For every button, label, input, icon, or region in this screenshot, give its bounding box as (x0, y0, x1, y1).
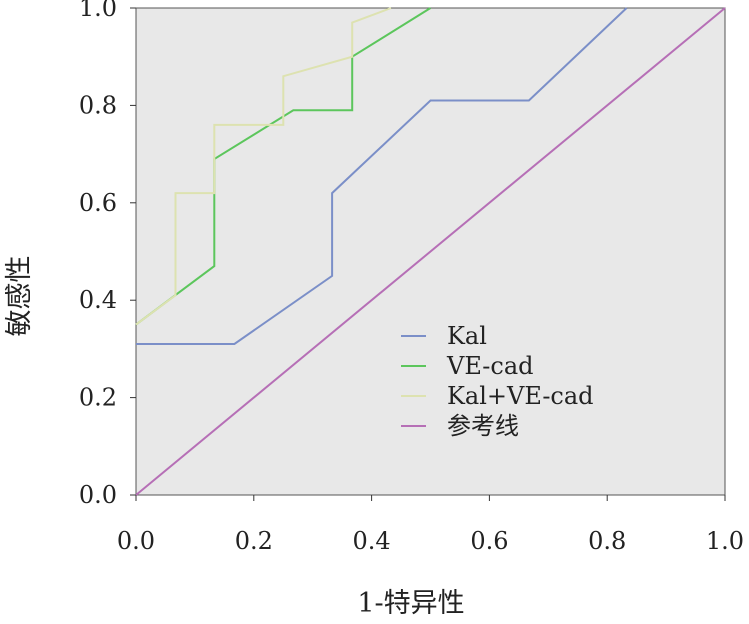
y-tick-label: 0.0 (79, 481, 117, 509)
series-line-0 (136, 7, 628, 345)
x-tick-label: 1.0 (706, 527, 744, 555)
series-layer (135, 7, 726, 496)
x-tick-label: 0.6 (470, 527, 508, 555)
legend-label-1: VE-cad (446, 352, 534, 380)
legend-label-2: Kal+VE-cad (447, 382, 594, 410)
y-axis-title: 敏感性 (4, 256, 35, 337)
x-tick-label: 0.8 (588, 527, 626, 555)
legend-label-0: Kal (447, 322, 487, 350)
x-axis-title: 1-特异性 (357, 588, 464, 619)
y-tick-label: 0.4 (79, 286, 117, 314)
y-tick-label: 1.0 (79, 0, 117, 22)
y-tick-label: 0.6 (79, 189, 117, 217)
y-tick-label: 0.2 (79, 384, 117, 412)
x-axis-ticks: 0.0 0.2 0.4 0.6 0.8 1.0 (117, 495, 744, 555)
series-line-2 (135, 7, 392, 326)
y-axis-ticks: 0.0 0.2 0.4 0.6 0.8 1.0 (79, 0, 136, 509)
legend-label-3: 参考线 (447, 412, 519, 440)
x-tick-label: 0.2 (235, 527, 273, 555)
x-tick-label: 0.0 (117, 527, 155, 555)
x-tick-label: 0.4 (353, 527, 391, 555)
series-line-3 (135, 7, 726, 496)
y-tick-label: 0.8 (79, 91, 117, 119)
